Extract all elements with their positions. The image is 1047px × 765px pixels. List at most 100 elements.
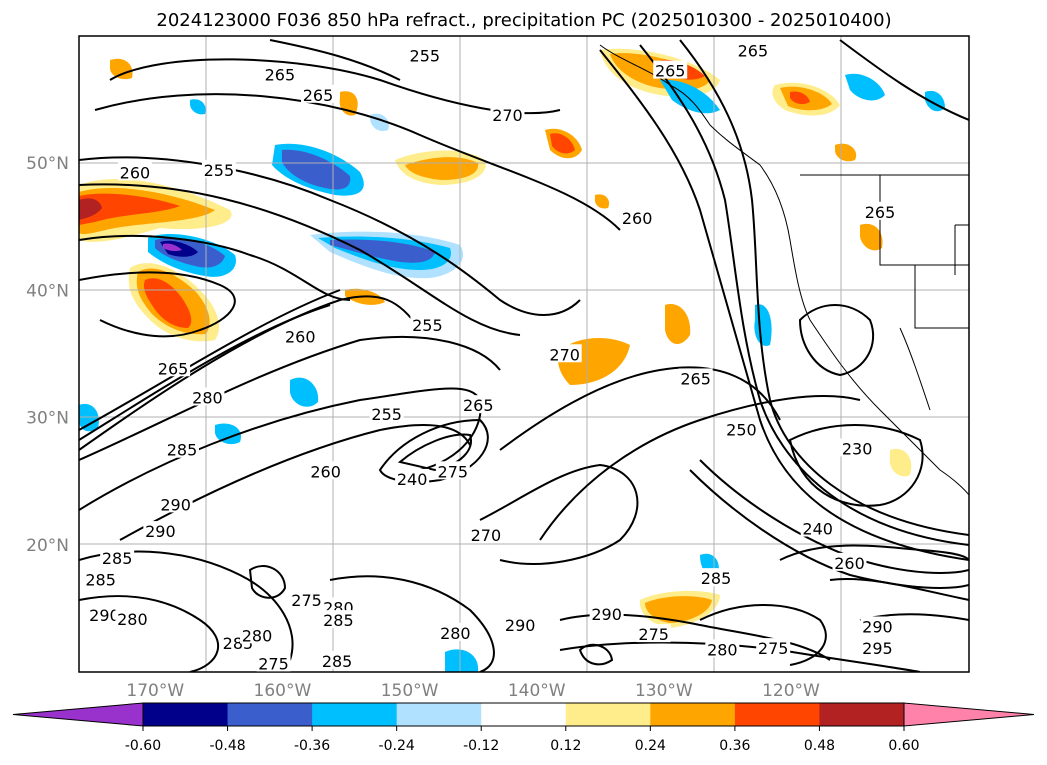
map-area [79, 36, 969, 672]
chart-title: 2024123000 F036 850 hPa refract., precip… [156, 10, 891, 31]
contour-label-bg [158, 494, 193, 513]
contour-label-bg [100, 547, 135, 566]
contour-label: 295 [862, 639, 893, 658]
contour-label: 255 [371, 405, 402, 424]
colorbar-tick-label: 0.12 [550, 738, 581, 754]
colorbar-segment [734, 703, 820, 726]
contour-label: 250 [726, 420, 757, 439]
contour-label: 275 [438, 462, 469, 481]
colorbar-segment [481, 703, 567, 726]
contour-label-bg [800, 518, 835, 537]
contour-label: 265 [865, 203, 896, 222]
contour-label: 280 [192, 389, 223, 408]
contour-label: 290 [591, 605, 622, 624]
contour-label: 280 [242, 626, 273, 645]
contour-label-bg [164, 439, 199, 458]
contour-label-bg [190, 387, 225, 406]
contour-label: 265 [265, 65, 296, 84]
contour-label-bg [735, 40, 770, 59]
contour-label-bg [547, 344, 582, 363]
colorbar-segment [396, 703, 482, 726]
colorbar-segment [565, 703, 651, 726]
contour-label-bg [301, 84, 336, 103]
colorbar-extend-low [12, 702, 144, 727]
contour-label: 290 [862, 617, 893, 636]
contour-label-bg [321, 610, 356, 629]
contour-label: 280 [117, 610, 148, 629]
contour-label-bg [410, 315, 445, 334]
colorbar-segment [819, 703, 905, 726]
contour-label: 275 [291, 591, 322, 610]
contour-label-bg [289, 589, 324, 608]
contour-label: 275 [638, 625, 669, 644]
contour-label-bg [438, 622, 473, 641]
colorbar: -0.60 -0.48 -0.36 -0.24 -0.12 0.12 0.24 0.36 0.4… [12, 702, 1035, 754]
contour-label-bg [832, 552, 867, 571]
colorbar-frame [142, 702, 905, 727]
contour-label-bg [115, 608, 150, 627]
contour-label-bg [620, 208, 655, 227]
contour-label: 260 [310, 462, 341, 481]
contour-label: 275 [758, 639, 789, 658]
contour-label: 265 [303, 86, 334, 105]
contour-label-bg [468, 524, 503, 543]
contour-label: 285 [701, 569, 732, 588]
y-tick-label: 50°N [26, 154, 69, 174]
contour-label: 230 [842, 439, 873, 458]
colorbar-segment [227, 703, 313, 726]
colorbar-segment [143, 703, 229, 726]
x-tick-label: 120°W [762, 681, 820, 701]
colorbar-segment [650, 703, 736, 726]
contour-label: 260 [622, 209, 653, 228]
colorbar-extend-high [903, 702, 1035, 727]
contour-label: 275 [258, 654, 289, 673]
contour-label: 265 [680, 369, 711, 388]
contour-label: 265 [463, 396, 494, 415]
contour-label: 255 [204, 161, 235, 180]
contour-label: 285 [102, 549, 133, 568]
contour-label: 285 [85, 570, 116, 589]
contour-label: 255 [410, 46, 441, 65]
contour-label-bg [320, 650, 355, 669]
y-tick-label: 40°N [26, 281, 69, 301]
contour-label-bg [117, 162, 152, 181]
contour-label-bg [724, 419, 759, 438]
contour-label: 280 [707, 640, 738, 659]
contour-label-bg [395, 468, 430, 487]
contour-label: 285 [323, 611, 354, 630]
contour-label-bg [407, 45, 442, 64]
y-tick-label: 20°N [26, 536, 69, 556]
contour-labels: 255 265 265 265 265 270 260 255 260 265 255 260 270 2… [83, 40, 897, 673]
contour-label: 265 [158, 359, 189, 378]
contour-label: 280 [440, 624, 471, 643]
contour-label: 285 [167, 441, 198, 460]
contour-label-bg [698, 568, 733, 587]
colorbar-tick-label: 0.48 [804, 738, 835, 754]
contour-label-bg [262, 64, 297, 83]
contour-label-bg [705, 639, 740, 658]
colorbar-tick-label: 0.24 [635, 738, 666, 754]
x-tick-label: 160°W [254, 681, 312, 701]
contour-label-bg [283, 326, 318, 345]
colorbar-tick-label: -0.12 [463, 738, 499, 754]
contour-label-bg [589, 603, 624, 622]
x-tick-label: 140°W [508, 681, 566, 701]
contour-label-bg [756, 638, 791, 657]
contour-label: 290 [145, 522, 176, 541]
contour-label-bg [369, 404, 404, 423]
colorbar-tick-label: 0.36 [719, 738, 750, 754]
x-tick-label: 170°W [126, 681, 184, 701]
x-tick-label: 130°W [635, 681, 693, 701]
contour-label-bg [678, 368, 713, 387]
contour-label-bg [653, 60, 688, 79]
contour-label: 260 [285, 327, 316, 346]
contour-label-bg [201, 159, 236, 178]
contour-label-bg [143, 521, 178, 540]
contour-label-bg [860, 616, 895, 635]
contour-label-bg [636, 624, 671, 643]
colorbar-segment [312, 703, 398, 726]
contour-label: 240 [397, 470, 428, 489]
contour-label-bg [83, 569, 118, 588]
contour-label-bg [461, 395, 496, 414]
